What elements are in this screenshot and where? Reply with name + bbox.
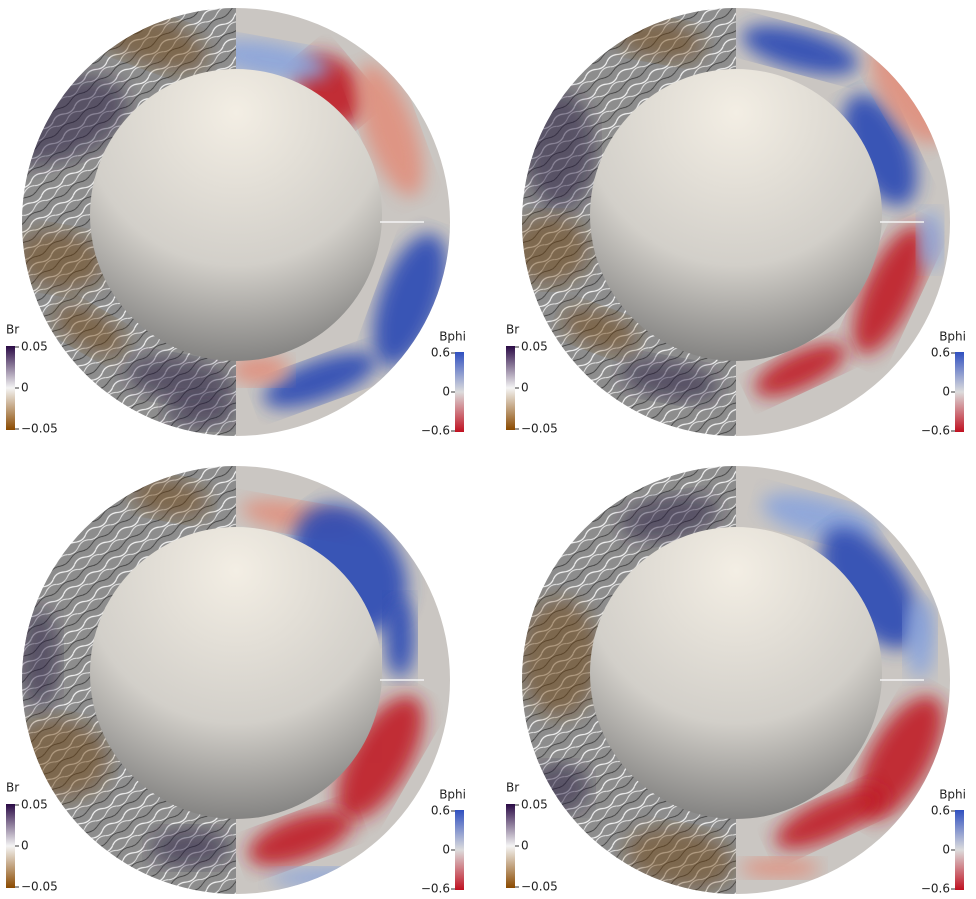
bphi-colorbar: [955, 352, 964, 432]
bphi-tick-label: −0.6: [421, 424, 450, 438]
br-colorbar: [6, 804, 15, 888]
bphi-tick-label: −0.6: [921, 424, 950, 438]
bphi-colorbar: [455, 810, 464, 890]
br-title: Br: [506, 781, 519, 795]
br-tick-label: 0.05: [21, 340, 48, 354]
br-colorbar: [506, 804, 515, 888]
br-colorbar: [6, 346, 15, 430]
bphi-tick-label: 0.6: [931, 804, 950, 818]
panel: Br0.05 0 −0.05 Bphi 0.6 0 −0.6: [506, 466, 966, 896]
field-blob: [373, 233, 447, 367]
br-tick-label: 0: [521, 381, 529, 395]
field-blob: [263, 352, 377, 408]
bphi-tick-label: 0: [442, 843, 450, 857]
bphi-colorbar: [955, 810, 964, 890]
panel: Br0.05 0 −0.05 Bphi 0.6 0 −0.6: [6, 8, 466, 438]
inner-sphere: [90, 527, 382, 819]
field-blob: [754, 343, 846, 397]
inner-sphere: [590, 527, 882, 819]
br-title: Br: [506, 323, 519, 337]
bphi-tick-label: 0: [942, 385, 950, 399]
bphi-colorbar: [455, 352, 464, 432]
field-blob: [336, 695, 424, 821]
bphi-title: Bphi: [439, 330, 466, 344]
br-tick-label: −0.05: [21, 422, 58, 436]
field-blob: [905, 598, 935, 678]
bphi-title: Bphi: [939, 788, 966, 802]
bphi-tick-label: −0.6: [921, 882, 950, 896]
inner-sphere: [590, 69, 882, 361]
bphi-tick-label: 0: [442, 385, 450, 399]
br-colorbar: [506, 346, 515, 430]
panel: Br0.05 0 −0.05 Bphi 0.6 0 −0.6: [506, 8, 966, 438]
field-blob: [247, 810, 353, 866]
panel: Br0.05 0 −0.05 Bphi 0.6 0 −0.6: [6, 466, 466, 896]
bphi-title: Bphi: [939, 330, 966, 344]
inner-sphere: [90, 69, 382, 361]
br-tick-label: −0.05: [521, 422, 558, 436]
br-tick-label: 0: [21, 381, 29, 395]
field-blob: [236, 355, 290, 385]
br-title: Br: [6, 323, 19, 337]
field-blob: [356, 63, 424, 197]
bphi-tick-label: 0.6: [431, 804, 450, 818]
bphi-tick-label: 0: [942, 843, 950, 857]
bphi-title: Bphi: [439, 788, 466, 802]
br-title: Br: [6, 781, 19, 795]
field-blob: [852, 225, 928, 355]
field-blob: [270, 868, 390, 888]
field-blob: [740, 858, 820, 878]
field-blob: [918, 210, 942, 270]
br-tick-label: 0.05: [21, 798, 48, 812]
bphi-tick-label: 0.6: [431, 346, 450, 360]
field-blob: [820, 527, 920, 649]
br-tick-label: −0.05: [21, 880, 58, 894]
bphi-tick-label: −0.6: [421, 882, 450, 896]
br-tick-label: −0.05: [521, 880, 558, 894]
field-blob: [774, 786, 886, 850]
field-blob: [741, 25, 859, 75]
br-tick-label: 0.05: [521, 340, 548, 354]
br-tick-label: 0: [21, 839, 29, 853]
field-blob: [385, 598, 415, 678]
br-tick-label: 0.05: [521, 798, 548, 812]
bphi-tick-label: 0.6: [931, 346, 950, 360]
br-tick-label: 0: [521, 839, 529, 853]
